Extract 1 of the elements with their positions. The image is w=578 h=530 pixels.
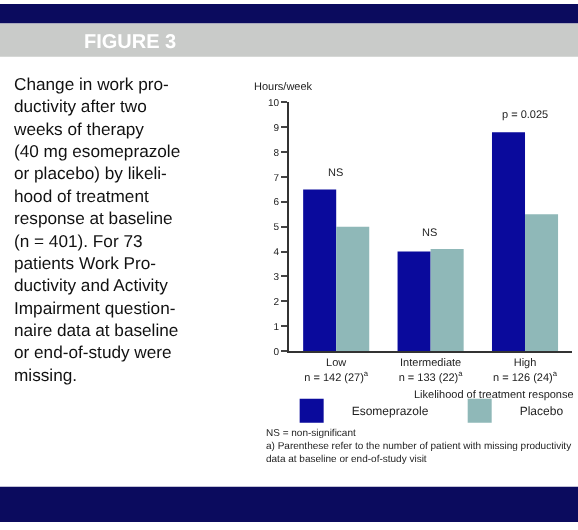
text: Change in work pro- ductivity after two weeks of therapy (40 mg esomeprazole or placebo) by likeli- hood of treatment response at baseline (n = 401). For 73 patients Work Pro- ductivity and Activity Impairment question- naire data at baseline or end-of-study were missing. xyxy=(14,74,181,385)
